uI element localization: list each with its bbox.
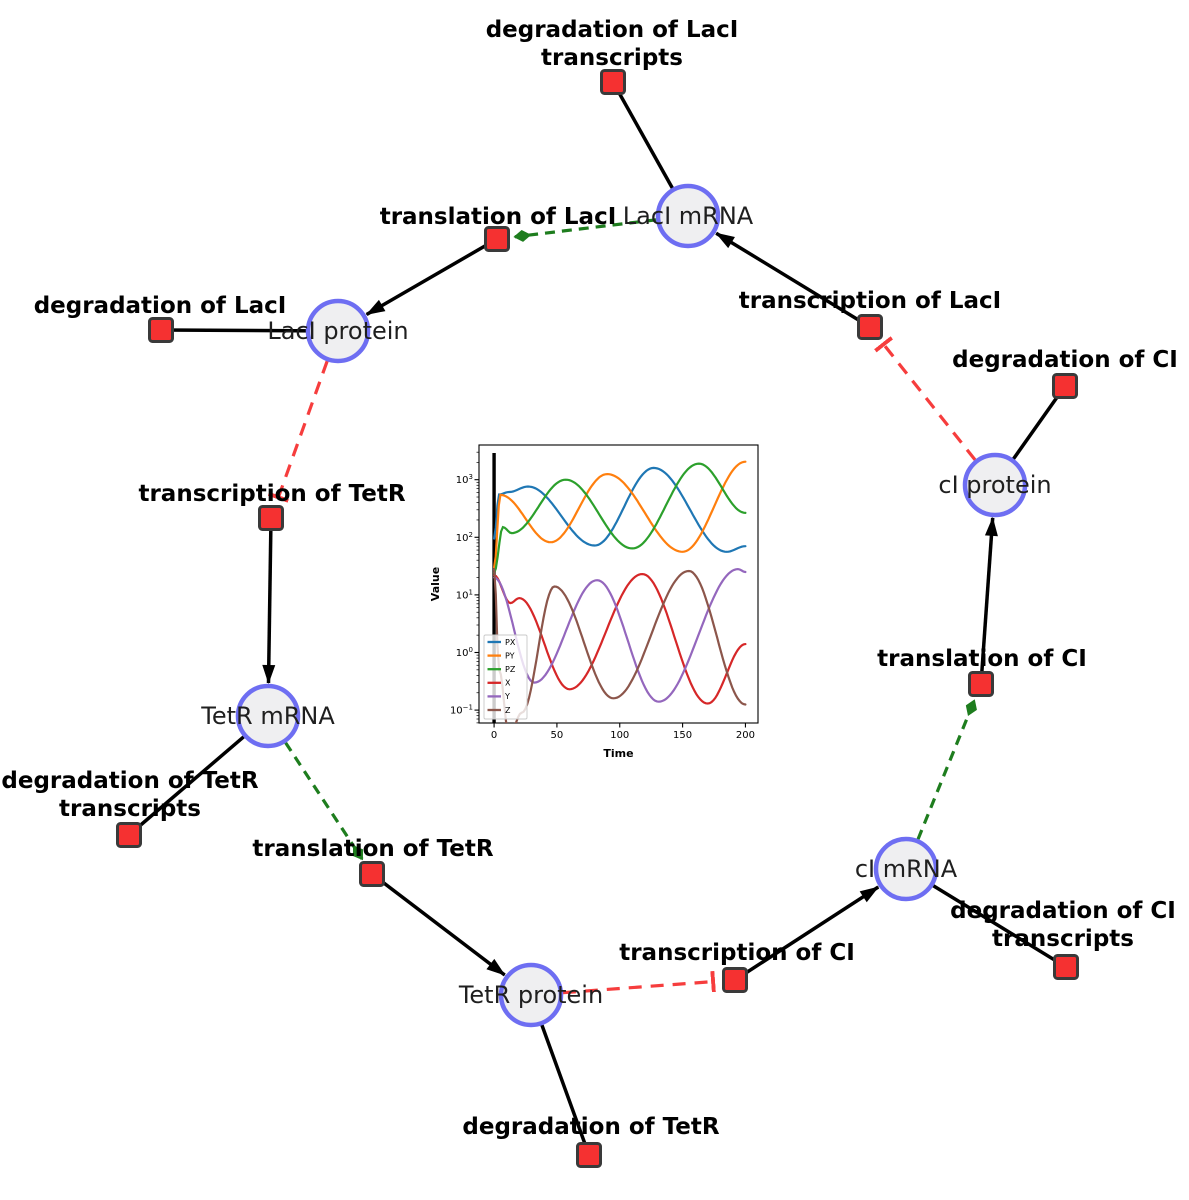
reaction-node-deg-ci[interactable] <box>1052 373 1078 399</box>
reaction-nodes-layer <box>116 69 1079 1168</box>
x-tick-label: 100 <box>610 730 629 741</box>
edge-production-tx-ci-ci-mrna <box>734 885 880 982</box>
legend-entry-X: X <box>505 679 511 688</box>
reaction-node-transl-ci[interactable] <box>968 671 994 697</box>
reaction-label-deg-laci-tx: degradation of LacI <box>486 17 739 43</box>
chart-legend: PX PY PZ XYZ <box>483 634 528 720</box>
edge-inhibition-tetr-prot-tx-ci <box>562 970 716 995</box>
species-node-laci-mrna[interactable] <box>655 183 721 249</box>
y-tick-label: 100 <box>456 646 473 659</box>
species-label-ci-prot: cI protein <box>938 471 1051 499</box>
reaction-label-transl-laci: translation of LacI <box>380 204 617 230</box>
reaction-node-deg-laci-tx[interactable] <box>600 69 626 95</box>
reaction-label-deg-laci: degradation of LacI <box>34 293 287 319</box>
edge-production-transl-ci-ci-prot <box>979 516 998 685</box>
x-tick-label: 150 <box>673 730 692 741</box>
edge-modifier-ci-mrna-transl-ci <box>916 699 977 840</box>
edge-production-tx-tetr-tetr-mrna <box>262 517 276 684</box>
chart-x-axis-label: Time <box>603 747 633 760</box>
x-tick-label: 200 <box>736 730 755 741</box>
reaction-node-deg-laci[interactable] <box>148 317 174 343</box>
series-PY <box>493 460 747 569</box>
reaction-labels-layer: degradation of LacItranscriptstranslatio… <box>1 17 1177 1140</box>
edge-production-transl-laci-laci-prot <box>365 237 498 317</box>
reaction-node-transl-tetr[interactable] <box>359 861 385 887</box>
species-node-ci-prot[interactable] <box>962 452 1028 518</box>
edges-layer <box>127 81 1067 1156</box>
species-label-tetr-prot: TetR protein <box>458 981 603 1009</box>
species-label-ci-mrna: cI mRNA <box>855 855 958 883</box>
reaction-label-deg-ci-tx: transcripts <box>992 926 1134 952</box>
reaction-node-tx-ci[interactable] <box>722 967 748 993</box>
species-node-ci-mrna[interactable] <box>873 836 939 902</box>
reaction-node-tx-tetr[interactable] <box>258 505 284 531</box>
edge-inhibition-laci-prot-tx-tetr <box>267 360 329 503</box>
y-tick-label: 101 <box>456 588 473 601</box>
y-tick-label: 102 <box>456 531 473 544</box>
species-labels-layer: LacI mRNA LacI protein TetR mRNA TetR prote… <box>200 202 1051 1009</box>
edge-production-transl-tetr-tetr-prot <box>370 872 506 977</box>
reaction-node-tx-laci[interactable] <box>857 314 883 340</box>
legend-entry-PX: PX <box>505 638 516 647</box>
species-node-tetr-prot[interactable] <box>498 962 564 1028</box>
reaction-label-deg-ci-tx: degradation of CI <box>950 898 1176 924</box>
reaction-label-deg-tetr-tx: transcripts <box>59 796 201 822</box>
reaction-label-deg-laci-tx: transcripts <box>541 45 683 71</box>
reaction-node-deg-tetr-tx[interactable] <box>116 822 142 848</box>
reaction-label-deg-tetr-tx: degradation of TetR <box>1 768 258 794</box>
legend-entry-PY: PY <box>505 651 515 660</box>
reaction-label-deg-tetr: degradation of TetR <box>462 1114 719 1140</box>
reaction-node-deg-ci-tx[interactable] <box>1053 954 1079 980</box>
edge-modifier-tetr-mrna-transl-tetr <box>284 741 364 861</box>
reaction-label-tx-ci: transcription of CI <box>619 940 855 966</box>
species-node-tetr-mrna[interactable] <box>235 683 301 749</box>
x-tick-label: 0 <box>491 730 497 741</box>
reaction-label-tx-laci: transcription of LacI <box>739 288 1002 314</box>
edge-inhibition-ci-prot-tx-laci <box>874 336 977 461</box>
chart-y-axis-label: Value <box>430 567 442 601</box>
series-Z <box>493 568 747 723</box>
species-label-laci-mrna: LacI mRNA <box>623 202 754 230</box>
reaction-node-transl-laci[interactable] <box>484 226 510 252</box>
series-Y <box>493 567 747 703</box>
species-label-laci-prot: LacI protein <box>267 317 408 345</box>
reaction-node-deg-tetr[interactable] <box>576 1142 602 1168</box>
reaction-label-tx-tetr: transcription of TetR <box>138 481 405 507</box>
edge-modifier-laci-mrna-transl-laci <box>513 218 657 242</box>
chart-x-ticks: 0 50 100 150 200 <box>491 723 755 741</box>
series-X <box>493 572 747 705</box>
reaction-label-deg-ci: degradation of CI <box>952 347 1178 373</box>
reaction-label-transl-ci: translation of CI <box>877 646 1087 672</box>
x-tick-label: 50 <box>551 730 564 741</box>
legend-entry-Y: Y <box>504 692 510 701</box>
species-label-tetr-mrna: TetR mRNA <box>200 702 335 730</box>
legend-entry-Z: Z <box>505 706 511 715</box>
legend-entry-PZ: PZ <box>505 665 516 674</box>
reaction-label-transl-tetr: translation of TetR <box>252 836 493 862</box>
species-nodes-layer <box>235 183 1028 1028</box>
series-PZ <box>493 462 747 575</box>
y-tick-label: 10−1 <box>450 704 473 717</box>
species-node-laci-prot[interactable] <box>305 298 371 364</box>
edge-production-tx-laci-laci-mrna <box>715 231 871 329</box>
y-tick-label: 103 <box>456 473 473 486</box>
chart-y-ticks: 103 102 101 100 10−1 <box>450 451 479 724</box>
